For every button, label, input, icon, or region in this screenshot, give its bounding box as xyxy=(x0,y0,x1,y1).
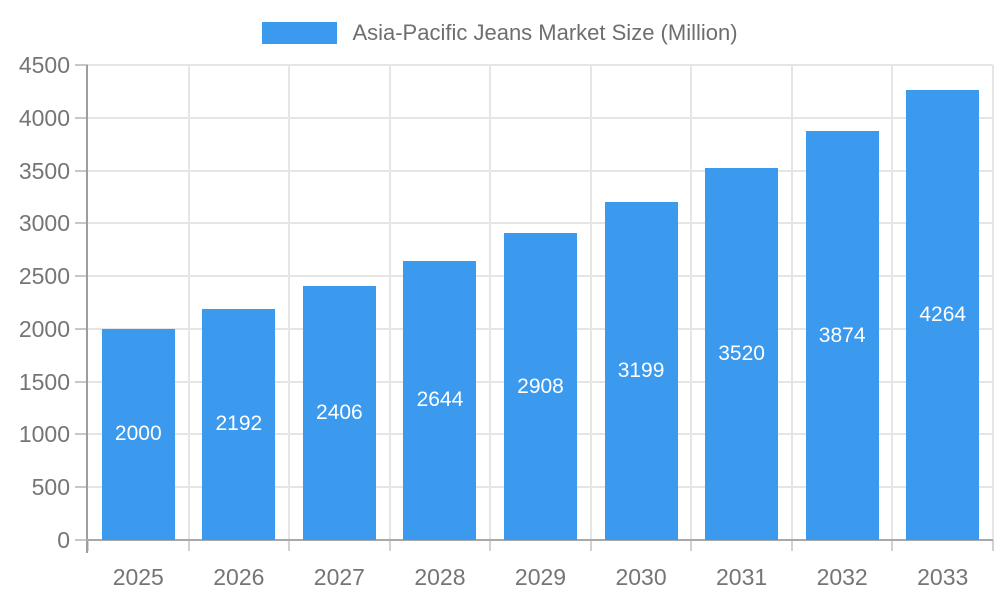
y-tick-label: 3000 xyxy=(18,210,70,237)
x-tick-label-2033: 2033 xyxy=(917,564,969,590)
v-gridline xyxy=(489,65,492,540)
h-gridline xyxy=(88,169,993,172)
y-tick-label: 4000 xyxy=(18,104,70,131)
x-axis-line xyxy=(86,539,993,541)
v-gridline xyxy=(589,65,592,540)
bar-2032: 3874 xyxy=(805,131,879,540)
y-tick-label: 0 xyxy=(57,527,70,553)
x-tick-mark xyxy=(891,540,894,551)
y-axis-line xyxy=(86,65,88,553)
y-tick-mark xyxy=(75,169,88,172)
x-tick-label-2027: 2027 xyxy=(313,564,365,590)
x-tick-label-2026: 2026 xyxy=(213,564,265,590)
x-tick-label-2029: 2029 xyxy=(514,564,567,590)
x-tick-mark xyxy=(87,540,89,551)
v-gridline xyxy=(187,65,190,540)
v-gridline xyxy=(288,65,291,540)
x-tick-mark xyxy=(690,540,693,551)
bar-value-label: 4264 xyxy=(919,302,967,326)
x-tick-mark xyxy=(992,540,994,551)
x-tick-mark xyxy=(288,540,291,551)
bar-2028: 2644 xyxy=(403,260,477,540)
chart-title: Asia-Pacific Jeans Market Size (Million) xyxy=(352,20,738,45)
legend-swatch-icon xyxy=(262,22,338,44)
x-tick-mark xyxy=(589,540,592,551)
y-tick-mark xyxy=(75,486,88,489)
y-tick-mark xyxy=(75,275,88,278)
h-gridline xyxy=(88,116,993,119)
bar-2026: 2192 xyxy=(202,308,276,540)
x-tick-mark xyxy=(388,540,391,551)
bar-value-label: 2000 xyxy=(114,422,162,446)
y-tick-label: 2000 xyxy=(18,315,70,342)
x-tick-label-2032: 2032 xyxy=(816,564,868,590)
bar-value-label: 3199 xyxy=(617,359,665,383)
y-tick-mark xyxy=(75,380,88,383)
x-tick-mark xyxy=(489,540,492,551)
x-tick-mark xyxy=(187,540,190,551)
v-gridline xyxy=(690,65,693,540)
bar-value-label: 3874 xyxy=(818,323,866,347)
v-gridline xyxy=(388,65,391,540)
v-gridline xyxy=(891,65,894,540)
y-tick-mark xyxy=(75,116,88,119)
bar-2030: 3199 xyxy=(604,202,678,540)
bar-2029: 2908 xyxy=(504,233,577,540)
y-tick-label: 1500 xyxy=(18,368,70,395)
h-gridline xyxy=(88,64,993,66)
bar-value-label: 3520 xyxy=(718,342,765,366)
bar-2031: 3520 xyxy=(705,168,779,540)
bar-value-label: 2644 xyxy=(416,388,464,412)
chart-legend: Asia-Pacific Jeans Market Size (Million) xyxy=(0,18,1000,48)
y-tick-mark xyxy=(75,64,88,66)
bar-2027: 2406 xyxy=(302,286,376,540)
h-gridline xyxy=(88,222,993,225)
x-tick-label-2028: 2028 xyxy=(414,564,466,590)
bar-value-label: 2406 xyxy=(316,401,363,424)
bar-value-label: 2908 xyxy=(517,374,564,398)
y-tick-label: 1000 xyxy=(18,421,70,448)
x-tick-label-2030: 2030 xyxy=(615,564,667,590)
y-tick-label: 3500 xyxy=(18,157,70,184)
y-tick-mark xyxy=(75,539,88,541)
v-gridline xyxy=(790,65,793,540)
y-tick-label: 2500 xyxy=(18,263,70,290)
x-tick-label-2031: 2031 xyxy=(716,564,768,590)
v-gridline xyxy=(992,65,994,540)
y-tick-label: 500 xyxy=(31,474,70,501)
y-tick-mark xyxy=(75,433,88,436)
bar-2033: 4264 xyxy=(906,89,980,540)
bar-2025: 2000 xyxy=(101,328,175,540)
bar-value-label: 2192 xyxy=(215,412,263,436)
y-tick-mark xyxy=(75,327,88,330)
y-tick-mark xyxy=(75,222,88,225)
y-tick-label: 4500 xyxy=(18,52,70,78)
x-tick-mark xyxy=(790,540,793,551)
x-tick-label-2025: 2025 xyxy=(112,564,164,590)
